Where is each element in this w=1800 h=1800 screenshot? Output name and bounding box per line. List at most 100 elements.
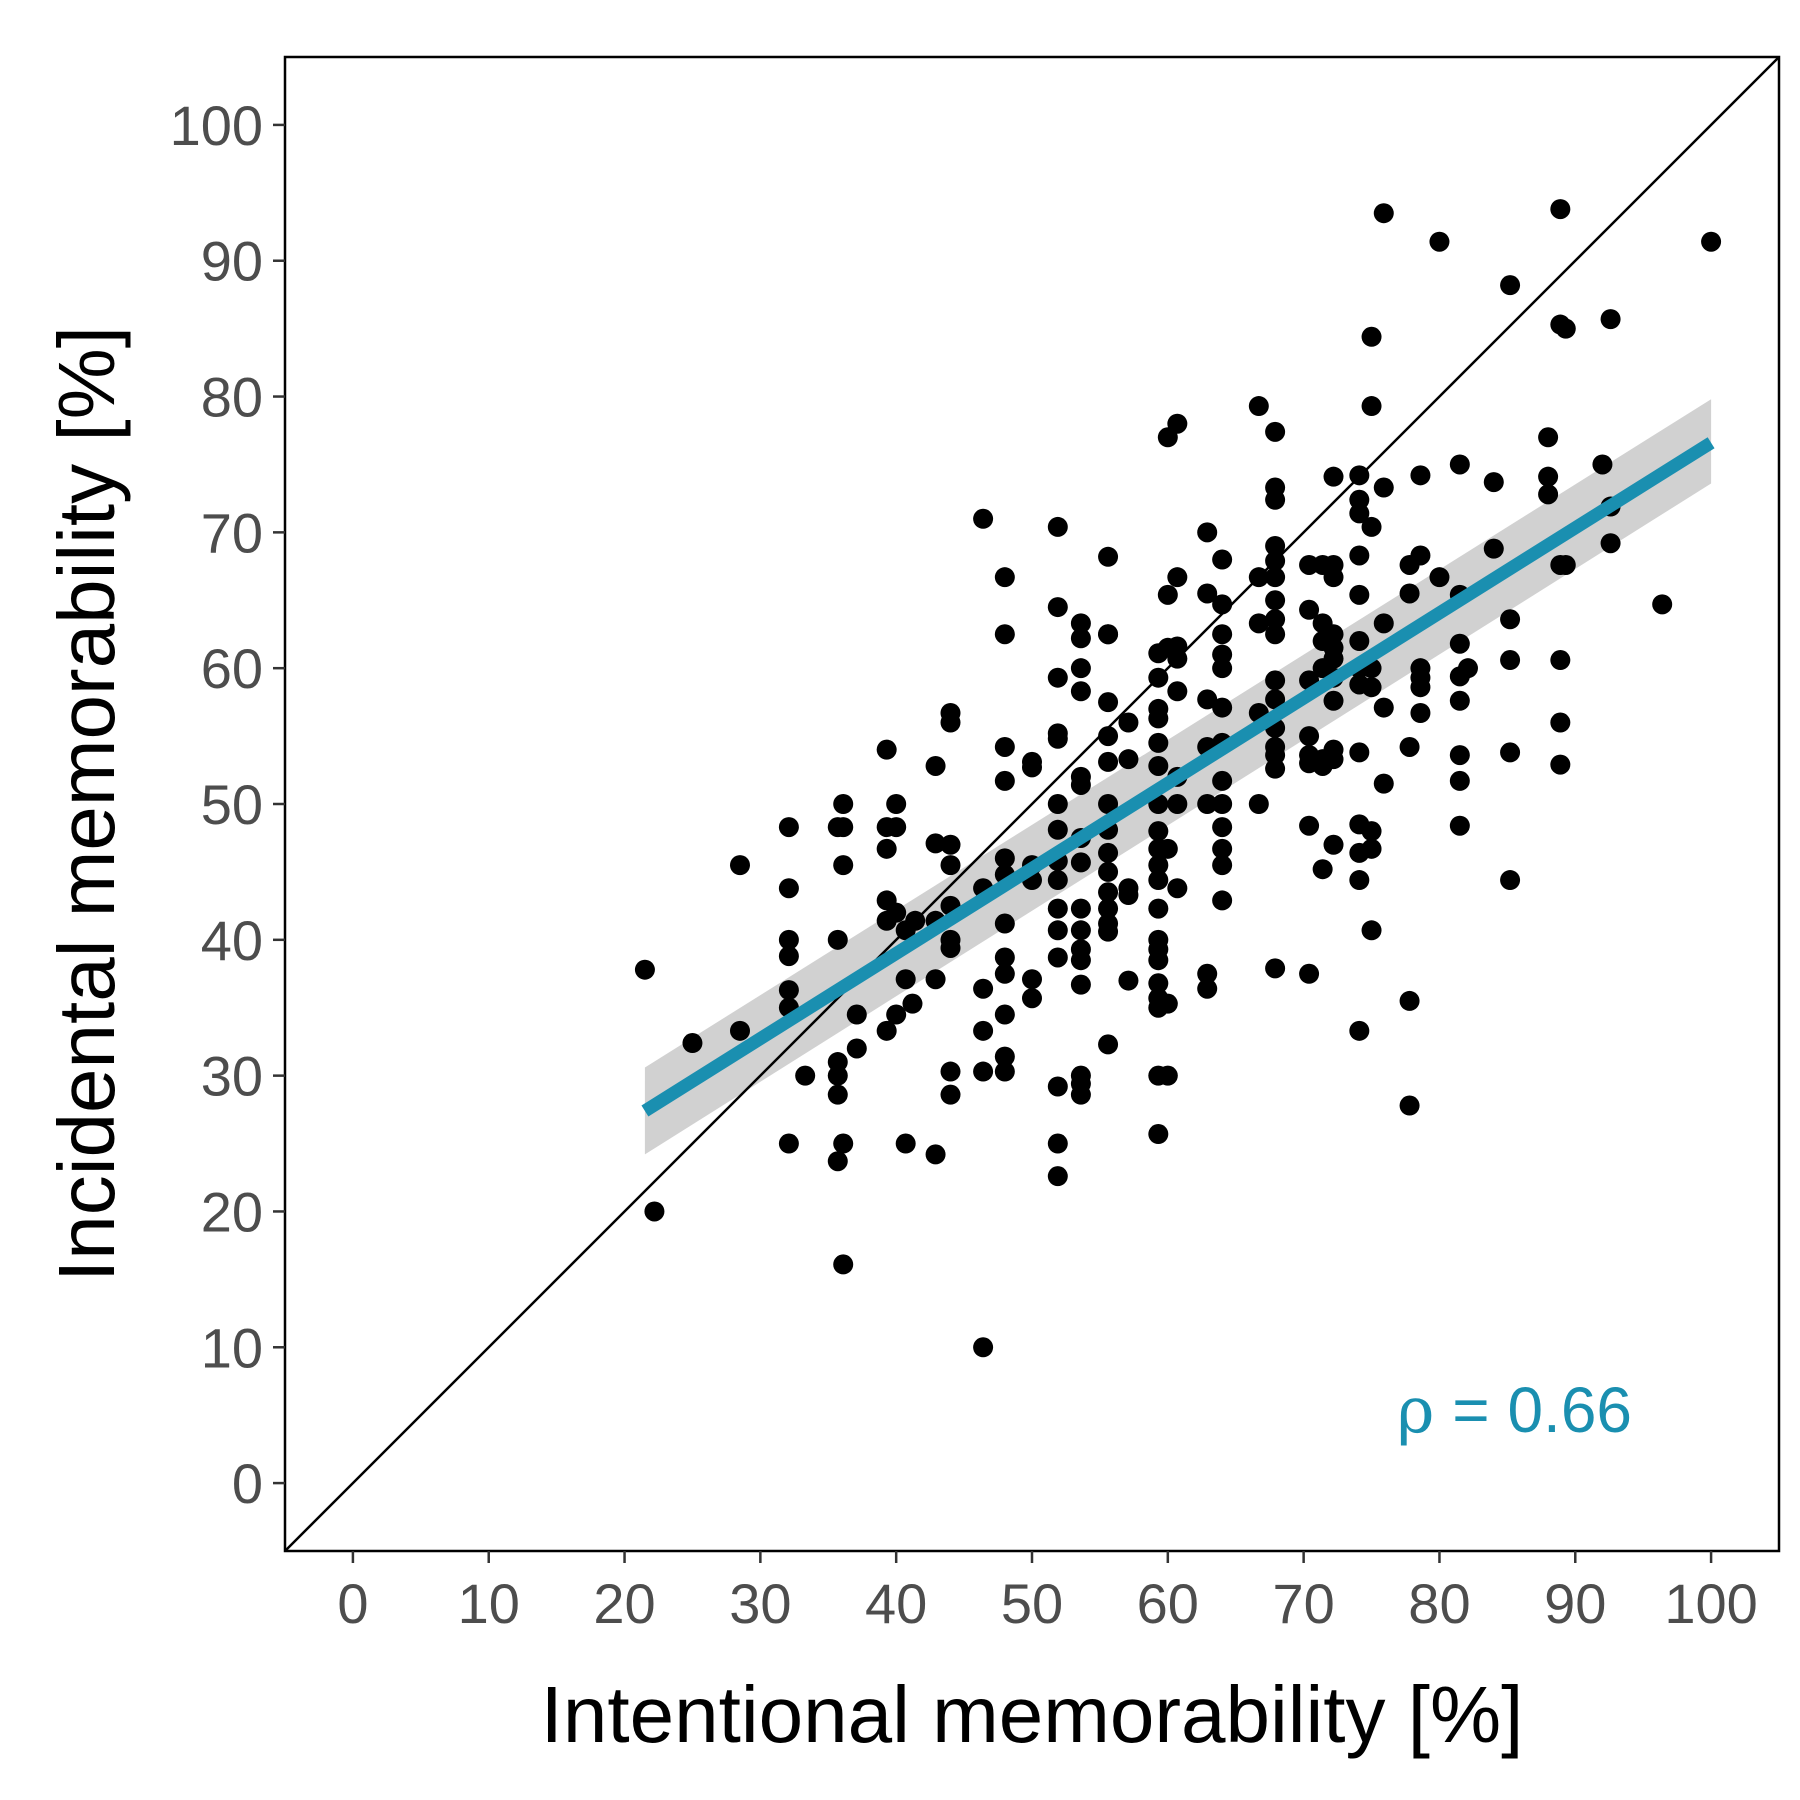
data-point: [940, 1084, 961, 1105]
data-point: [1047, 1133, 1068, 1154]
data-point: [1349, 584, 1370, 605]
data-point: [1098, 624, 1119, 645]
data-point: [994, 770, 1015, 791]
data-point: [1550, 650, 1571, 671]
data-point: [682, 1033, 703, 1054]
data-point: [1449, 454, 1470, 475]
data-point: [973, 1020, 994, 1041]
data-point: [1148, 755, 1169, 776]
data-point: [1157, 838, 1178, 859]
fit-line-layer: [641, 437, 1715, 1117]
data-point: [1399, 1095, 1420, 1116]
x-tick-label: 70: [1272, 1572, 1334, 1635]
data-point: [1212, 594, 1233, 615]
data-point: [1148, 855, 1169, 876]
data-point: [1212, 838, 1233, 859]
data-point: [1323, 466, 1344, 487]
data-point: [1157, 993, 1178, 1014]
data-point: [1538, 427, 1559, 448]
data-point: [1022, 969, 1042, 990]
data-point: [1070, 974, 1091, 995]
data-point: [1410, 703, 1431, 724]
data-point: [1098, 751, 1119, 772]
data-point: [1197, 794, 1218, 814]
data-point: [833, 794, 854, 814]
data-point: [1550, 199, 1571, 220]
data-point: [1148, 732, 1169, 753]
data-point: [1070, 920, 1091, 941]
y-tick-label: 80: [201, 366, 263, 429]
data-point: [1457, 658, 1478, 679]
data-point: [994, 848, 1015, 869]
data-point: [778, 878, 799, 899]
data-point: [729, 1020, 750, 1041]
data-point: [1212, 697, 1233, 718]
data-point: [905, 910, 926, 931]
data-point: [1157, 584, 1178, 605]
data-point: [1349, 465, 1370, 486]
data-point: [1429, 567, 1450, 588]
data-point: [1299, 726, 1320, 747]
y-tick-label: 100: [170, 94, 263, 157]
data-point: [1022, 757, 1042, 778]
data-point: [1148, 973, 1169, 994]
data-point: [1118, 970, 1139, 991]
data-point: [1047, 947, 1068, 968]
data-point: [1361, 838, 1382, 859]
x-tick-label: 80: [1408, 1572, 1470, 1635]
data-point: [1070, 852, 1091, 873]
data-point: [729, 855, 750, 876]
data-point: [1070, 898, 1091, 919]
data-point: [1555, 554, 1576, 575]
data-point: [827, 1151, 848, 1172]
data-point: [1399, 583, 1420, 604]
data-point: [1500, 650, 1521, 671]
data-point: [895, 1133, 916, 1154]
data-point: [778, 929, 799, 950]
data-point: [1197, 689, 1218, 710]
data-point: [973, 978, 994, 999]
data-point: [876, 739, 897, 760]
identity-line: [284, 56, 1780, 1552]
y-tick-label: 60: [201, 637, 263, 700]
data-point: [1047, 1166, 1068, 1187]
data-point: [994, 1061, 1015, 1082]
data-point: [1148, 870, 1169, 891]
data-point: [973, 508, 994, 529]
data-point: [1361, 396, 1382, 417]
data-point: [1070, 1084, 1091, 1105]
data-point: [833, 855, 854, 876]
data-point: [1323, 690, 1344, 711]
data-point: [833, 817, 854, 838]
data-point: [1538, 484, 1559, 505]
data-point: [902, 993, 923, 1014]
data-point: [1047, 870, 1068, 891]
data-point: [1373, 477, 1394, 498]
data-point: [1157, 1065, 1178, 1086]
data-point: [1118, 712, 1139, 733]
data-point: [778, 817, 799, 838]
data-point: [1248, 567, 1269, 588]
y-tick-label: 10: [201, 1316, 263, 1379]
y-tick-label: 20: [201, 1180, 263, 1243]
data-point: [1212, 890, 1233, 911]
data-point: [1248, 613, 1269, 634]
data-point: [994, 1046, 1015, 1067]
data-point: [994, 736, 1015, 757]
data-point: [1361, 516, 1382, 537]
data-point: [1429, 231, 1450, 252]
data-point: [1070, 774, 1091, 795]
x-axis-title: Intentional memorability [%]: [541, 1670, 1524, 1759]
data-point: [1212, 855, 1233, 876]
data-point: [1399, 990, 1420, 1011]
x-tick-label: 50: [1001, 1572, 1063, 1635]
data-point: [886, 817, 907, 838]
data-point: [1323, 567, 1344, 588]
data-point: [1167, 681, 1188, 702]
data-point: [1265, 421, 1286, 442]
data-point: [994, 624, 1015, 645]
data-point: [1098, 861, 1119, 882]
y-axis-ticks: 0 10 20 30 40 50 60 70 80 90 100: [170, 94, 285, 1515]
data-point: [1299, 599, 1320, 620]
x-tick-label: 100: [1664, 1572, 1757, 1635]
